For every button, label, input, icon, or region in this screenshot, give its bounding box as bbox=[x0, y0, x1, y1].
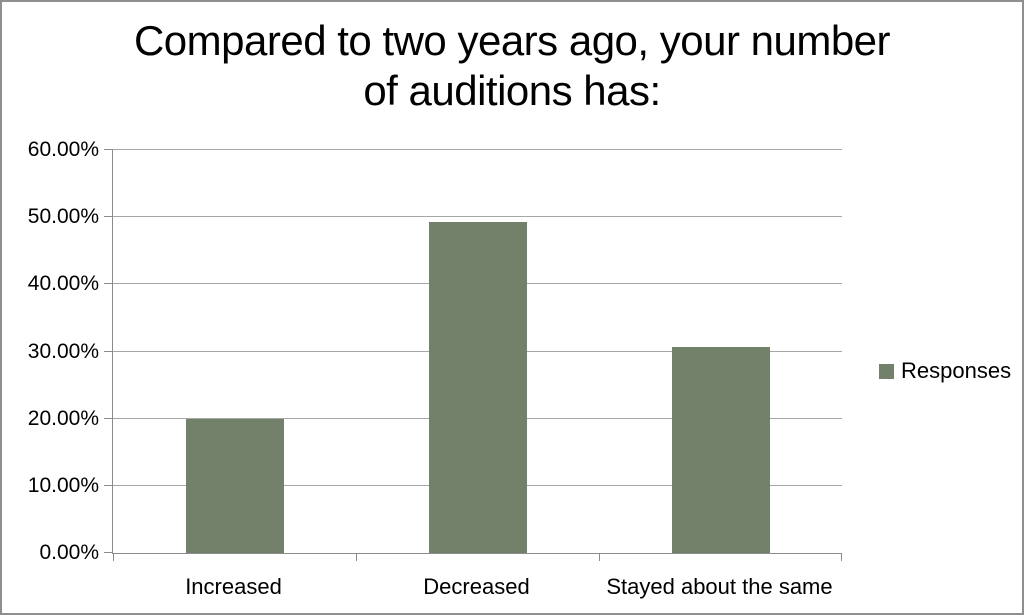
bar-decreased bbox=[428, 221, 527, 553]
gridline bbox=[113, 216, 842, 218]
x-axis-category-label: Stayed about the same bbox=[606, 574, 833, 599]
x-axis-tick bbox=[113, 553, 114, 561]
y-axis-tick bbox=[104, 149, 113, 150]
y-axis-tick-label: 40.00% bbox=[27, 272, 99, 296]
x-axis-category-label: Increased bbox=[185, 574, 282, 599]
y-axis-tick bbox=[104, 484, 113, 486]
chart-title: Compared to two years ago, your number o… bbox=[2, 16, 1022, 116]
bar-increased bbox=[185, 418, 284, 553]
y-axis-tick-label: 20.00% bbox=[27, 406, 99, 430]
y-axis-tick bbox=[104, 417, 113, 419]
legend-swatch-icon bbox=[879, 363, 894, 379]
bar-stayed-about-the-same bbox=[671, 347, 770, 553]
y-axis-tick bbox=[104, 350, 113, 352]
y-axis-tick-label: 30.00% bbox=[27, 339, 99, 363]
x-axis-tick bbox=[599, 553, 600, 561]
y-axis-tick bbox=[104, 216, 113, 218]
x-axis-category-label: Decreased bbox=[423, 574, 530, 599]
x-axis-tick bbox=[841, 553, 842, 561]
legend: Responses bbox=[879, 358, 1011, 384]
y-axis-tick-label: 10.00% bbox=[27, 473, 99, 497]
gridline bbox=[113, 149, 842, 150]
y-axis-tick bbox=[104, 283, 113, 285]
chart-title-line1: Compared to two years ago, your number bbox=[133, 17, 891, 64]
y-axis-tick-label: 60.00% bbox=[27, 138, 99, 161]
chart-title-line2: of auditions has: bbox=[363, 67, 661, 114]
plot-area bbox=[104, 149, 842, 561]
legend-label: Responses bbox=[901, 358, 1012, 383]
y-axis-tick bbox=[104, 552, 113, 553]
y-axis-tick-label: 50.00% bbox=[27, 205, 99, 229]
y-axis-tick-label: 0.00% bbox=[39, 541, 99, 564]
x-axis-tick bbox=[356, 553, 357, 561]
